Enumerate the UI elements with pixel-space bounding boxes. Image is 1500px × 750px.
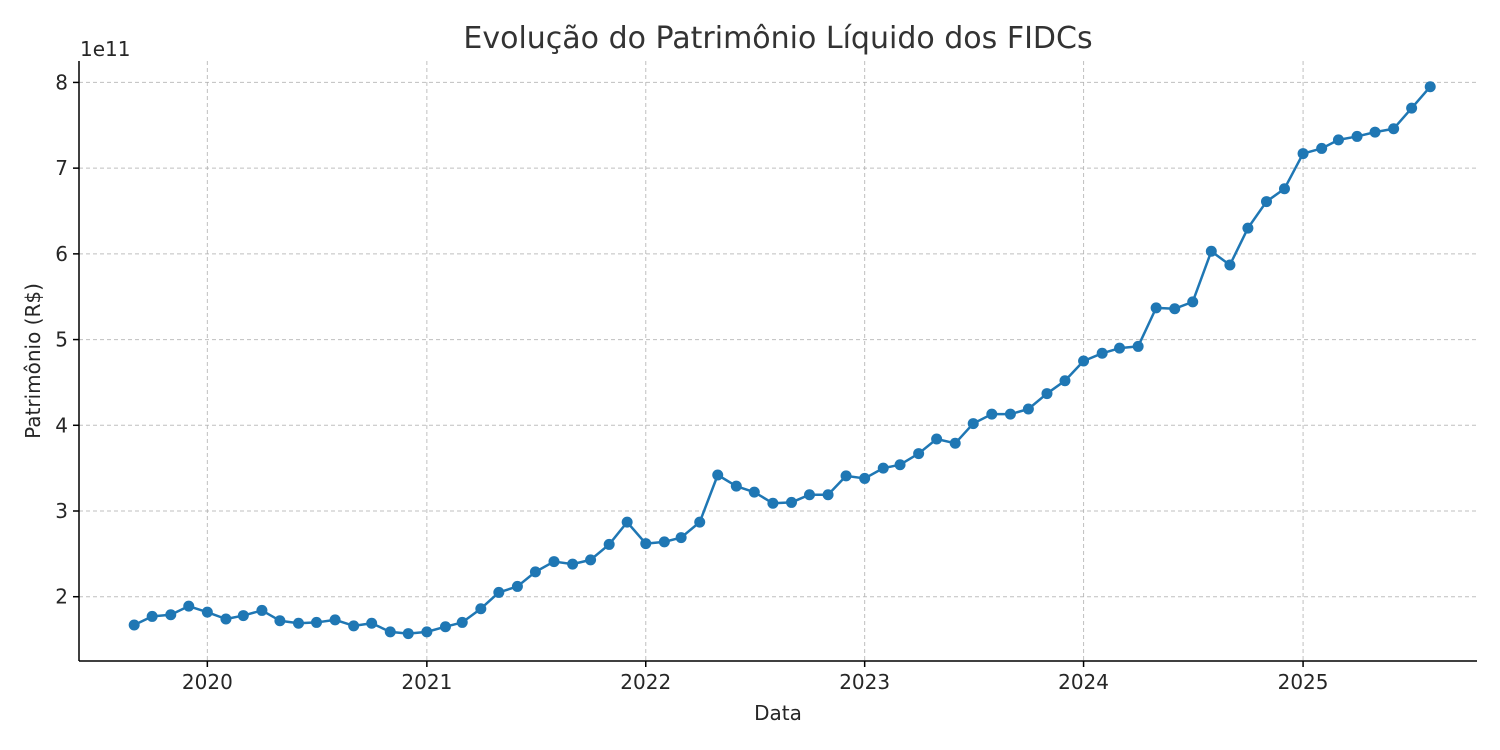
data-point	[730, 480, 742, 492]
data-point	[1406, 102, 1418, 114]
x-tick-label: 2022	[620, 670, 671, 694]
data-point	[748, 486, 760, 498]
data-point	[803, 489, 815, 501]
data-point	[237, 610, 249, 622]
y-tick-label: 8	[55, 70, 68, 94]
data-point	[822, 489, 834, 501]
data-point	[877, 462, 889, 474]
data-point	[366, 617, 378, 629]
data-point	[1205, 245, 1217, 257]
data-point	[1351, 130, 1363, 142]
data-point	[201, 606, 213, 618]
data-point	[694, 516, 706, 528]
data-point	[1096, 347, 1108, 359]
data-point	[256, 604, 268, 616]
data-point	[1316, 142, 1328, 154]
data-point	[859, 472, 871, 484]
data-point	[567, 558, 579, 570]
data-point	[1224, 259, 1236, 271]
data-point	[1059, 375, 1071, 387]
data-point	[220, 613, 232, 625]
data-point	[658, 536, 670, 548]
chart-title: Evolução do Patrimônio Líquido dos FIDCs	[463, 21, 1092, 56]
x-tick-label: 2023	[839, 670, 890, 694]
x-tick-label: 2024	[1058, 670, 1109, 694]
x-tick-label: 2020	[182, 670, 233, 694]
data-point	[675, 532, 687, 544]
y-tick-label: 2	[55, 585, 68, 609]
data-point	[712, 469, 724, 481]
data-point	[146, 610, 158, 622]
x-tick-label: 2021	[401, 670, 452, 694]
x-axis-label: Data	[754, 701, 802, 725]
data-point	[493, 586, 505, 598]
data-point	[1004, 408, 1016, 420]
y-tick-label: 5	[55, 328, 68, 352]
data-point	[274, 615, 286, 627]
data-point	[1278, 183, 1290, 195]
data-point	[165, 609, 177, 621]
data-point	[475, 603, 487, 615]
series-line	[133, 85, 1432, 635]
data-point	[456, 616, 468, 628]
data-point	[840, 470, 852, 482]
data-point	[967, 418, 979, 430]
y-tick-label: 4	[55, 413, 68, 437]
y-tick-label: 6	[55, 242, 68, 266]
y-axis-label: Patrimônio (R$)	[21, 283, 45, 439]
data-point	[1132, 340, 1144, 352]
data-point	[183, 600, 195, 612]
data-point	[1041, 388, 1053, 400]
data-point	[931, 433, 943, 445]
data-point	[1078, 355, 1090, 367]
data-point	[767, 497, 779, 509]
y-tick-label: 7	[55, 156, 68, 180]
tick-marks: 2020 2021 2022 2023 2024 2025 2 3 4 5 6 7 8	[55, 70, 1328, 694]
data-point	[1369, 126, 1381, 138]
data-point	[640, 538, 652, 550]
data-point	[384, 626, 396, 638]
data-point	[986, 408, 998, 420]
y-tick-label: 3	[55, 499, 68, 523]
data-series	[128, 81, 1436, 640]
data-point	[511, 580, 523, 592]
data-point	[913, 448, 925, 460]
data-point	[548, 556, 560, 568]
data-point	[293, 617, 305, 629]
data-point	[529, 566, 541, 578]
data-point	[1022, 403, 1034, 415]
x-tick-label: 2025	[1278, 670, 1329, 694]
data-point	[949, 437, 961, 449]
data-point	[1388, 123, 1400, 135]
data-point	[621, 516, 633, 528]
data-point	[894, 459, 906, 471]
data-point	[1150, 302, 1162, 314]
data-point	[1332, 134, 1344, 146]
data-point	[1242, 222, 1254, 234]
data-point	[1297, 148, 1309, 160]
data-point	[128, 619, 140, 631]
data-point	[785, 496, 797, 508]
data-point	[1169, 303, 1181, 315]
data-point	[402, 628, 414, 640]
data-point	[311, 616, 322, 628]
data-point	[1260, 196, 1272, 208]
data-point	[585, 554, 597, 566]
data-point	[603, 538, 615, 550]
data-point	[1114, 342, 1126, 354]
axes	[78, 61, 1477, 662]
data-point	[421, 626, 433, 638]
data-point	[1424, 81, 1436, 93]
y-offset-label: 1e11	[80, 37, 130, 61]
data-point	[1187, 296, 1199, 308]
data-point	[348, 620, 360, 632]
grid-lines	[79, 61, 1477, 661]
data-point	[329, 614, 341, 626]
data-point	[439, 621, 451, 633]
